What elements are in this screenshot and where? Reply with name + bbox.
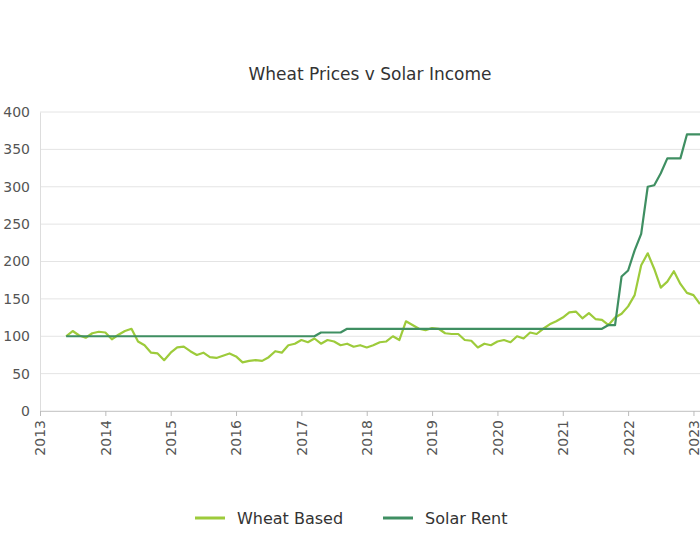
y-tick-label: 300 — [3, 179, 30, 195]
x-axis-line — [41, 411, 700, 412]
y-axis-line — [40, 113, 41, 412]
y-tick: 400 — [3, 104, 40, 120]
y-tick-label: 50 — [12, 366, 30, 382]
grid-line — [40, 186, 700, 187]
y-tick: 50 — [12, 366, 40, 382]
x-tick: 2022 — [621, 411, 637, 456]
x-tick-label: 2019 — [424, 420, 440, 456]
series-line — [66, 134, 700, 336]
y-tick: 350 — [3, 141, 40, 157]
x-axis: 2013 2014 2015 2016 2017 2018 2019 2020 2021 2022… — [32, 411, 700, 456]
x-tick: 2023 — [686, 411, 700, 456]
y-tick: 100 — [3, 328, 40, 344]
y-tick: 300 — [3, 179, 40, 195]
legend-swatch — [195, 517, 225, 520]
y-tick: 150 — [3, 291, 40, 307]
grid-line — [40, 112, 700, 113]
x-tick: 2018 — [359, 411, 375, 456]
x-tick-label: 2018 — [359, 420, 375, 456]
x-tick-label: 2013 — [32, 420, 48, 456]
grid-line — [40, 298, 700, 299]
x-tick-label: 2020 — [490, 420, 506, 456]
x-tick: 2021 — [555, 411, 571, 456]
x-tick: 2016 — [228, 411, 244, 456]
x-tick-mark — [693, 411, 694, 416]
grid-line — [40, 224, 700, 225]
chart: Wheat Prices v Solar Income 0 50 100 150 200 2… — [0, 0, 700, 560]
y-tick-label: 200 — [3, 253, 30, 269]
x-tick-mark — [628, 411, 629, 416]
grid-line — [40, 373, 700, 374]
x-tick-mark — [40, 411, 41, 416]
x-tick: 2017 — [294, 411, 310, 456]
grid-line — [40, 261, 700, 262]
legend-label: Wheat Based — [237, 509, 343, 528]
x-tick-label: 2014 — [98, 420, 114, 456]
x-tick-label: 2023 — [686, 420, 700, 456]
legend-swatch — [383, 517, 413, 520]
y-tick-label: 100 — [3, 328, 30, 344]
y-axis: 0 50 100 150 200 250 300 350 400 — [3, 104, 40, 419]
grid-line — [40, 149, 700, 150]
x-tick-mark — [367, 411, 368, 416]
series-line — [66, 253, 700, 362]
y-tick: 0 — [21, 403, 40, 419]
y-tick-label: 400 — [3, 104, 30, 120]
x-tick: 2020 — [490, 411, 506, 456]
y-tick-label: 250 — [3, 216, 30, 232]
x-tick-mark — [301, 411, 302, 416]
plot-area — [66, 134, 700, 362]
x-tick-label: 2022 — [621, 420, 637, 456]
y-tick-label: 150 — [3, 291, 30, 307]
x-tick: 2014 — [98, 411, 114, 456]
grid-line — [40, 411, 700, 412]
x-tick: 2015 — [163, 411, 179, 456]
x-tick: 2013 — [32, 411, 48, 456]
x-tick-mark — [563, 411, 564, 416]
y-tick-label: 350 — [3, 141, 30, 157]
x-tick-mark — [497, 411, 498, 416]
legend: Wheat Based Solar Rent — [195, 509, 508, 528]
x-tick-label: 2017 — [294, 420, 310, 456]
x-tick: 2019 — [424, 411, 440, 456]
x-tick-mark — [171, 411, 172, 416]
x-tick-mark — [105, 411, 106, 416]
x-tick-label: 2016 — [228, 420, 244, 456]
y-tick-label: 0 — [21, 403, 30, 419]
chart-title: Wheat Prices v Solar Income — [248, 64, 491, 84]
y-tick: 200 — [3, 253, 40, 269]
x-tick-mark — [432, 411, 433, 416]
x-tick-mark — [236, 411, 237, 416]
x-tick-label: 2021 — [555, 420, 571, 456]
legend-label: Solar Rent — [425, 509, 508, 528]
x-tick-label: 2015 — [163, 420, 179, 456]
y-tick: 250 — [3, 216, 40, 232]
grid — [40, 112, 700, 411]
